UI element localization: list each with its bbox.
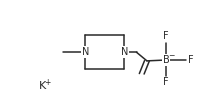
Text: K: K (39, 81, 46, 91)
Text: F: F (188, 55, 194, 65)
Text: N: N (82, 47, 89, 57)
Text: N: N (121, 47, 128, 57)
Text: +: + (44, 78, 51, 87)
Text: −: − (168, 51, 174, 60)
Text: F: F (163, 77, 169, 87)
Text: F: F (163, 31, 169, 41)
Text: B: B (163, 55, 169, 65)
